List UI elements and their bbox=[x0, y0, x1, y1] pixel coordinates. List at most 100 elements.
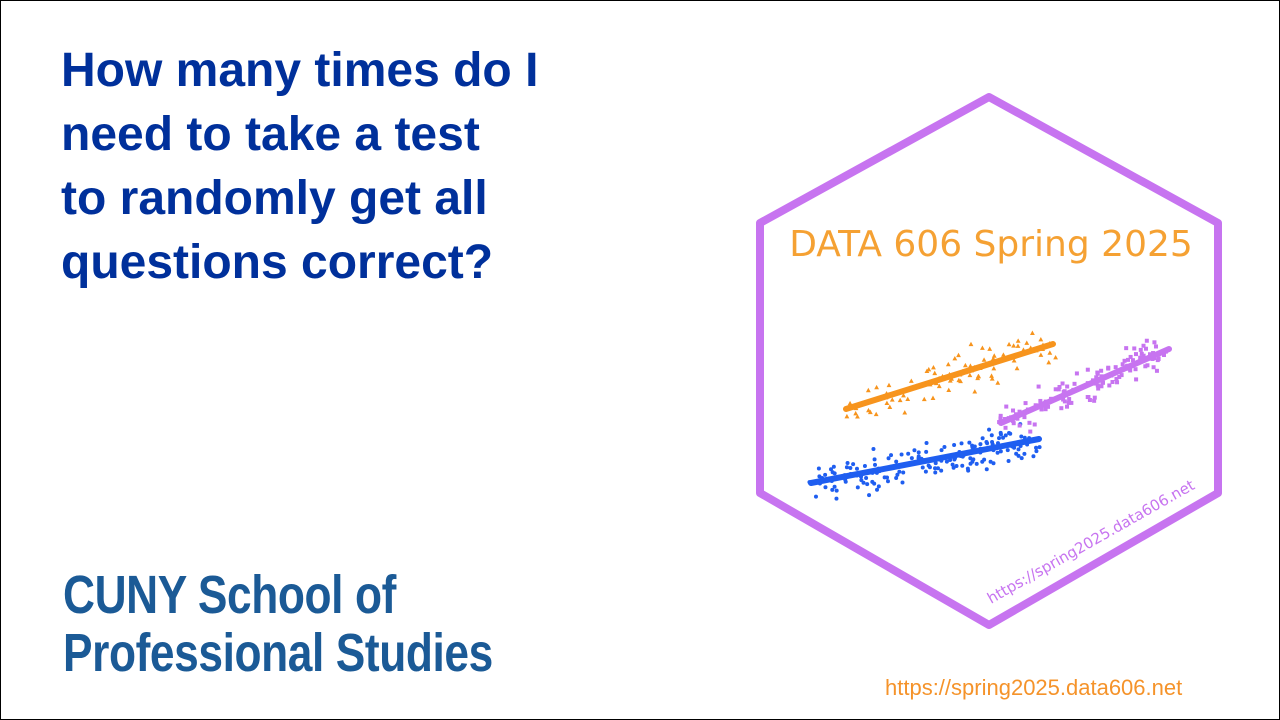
blue-point bbox=[885, 479, 890, 484]
orange-point bbox=[866, 407, 871, 413]
blue-point bbox=[855, 485, 860, 490]
slide-question: How many times do I need to take a test … bbox=[61, 39, 701, 295]
blue-point bbox=[851, 462, 856, 467]
orange-point bbox=[1046, 359, 1052, 365]
blue-point bbox=[862, 464, 867, 469]
blue-point bbox=[823, 485, 828, 490]
purple-point bbox=[1027, 420, 1032, 425]
orange-point bbox=[905, 396, 911, 402]
purple-point bbox=[1053, 387, 1058, 392]
purple-point bbox=[1115, 380, 1120, 385]
purple-point bbox=[1128, 354, 1133, 359]
blue-point bbox=[933, 466, 938, 471]
orange-point bbox=[1038, 337, 1044, 342]
orange-point bbox=[901, 392, 906, 398]
purple-point bbox=[1106, 366, 1111, 371]
blue-point bbox=[816, 466, 821, 471]
orange-point bbox=[958, 378, 963, 384]
purple-point bbox=[1072, 381, 1077, 386]
purple-point bbox=[1151, 365, 1156, 370]
blue-point bbox=[865, 482, 870, 487]
purple-point bbox=[1065, 404, 1070, 409]
blue-point bbox=[1003, 433, 1008, 438]
orange-point bbox=[1011, 358, 1017, 363]
blue-point bbox=[899, 452, 904, 457]
purple-point bbox=[1120, 362, 1125, 367]
blue-point bbox=[959, 441, 964, 446]
blue-point bbox=[900, 480, 905, 485]
blue-point bbox=[1019, 434, 1024, 439]
purple-point bbox=[1095, 383, 1100, 388]
purple-point bbox=[1153, 344, 1158, 349]
purple-point bbox=[1069, 400, 1074, 405]
blue-point bbox=[933, 470, 938, 475]
blue-point bbox=[1005, 448, 1010, 453]
blue-point bbox=[873, 462, 878, 467]
purple-point bbox=[1122, 358, 1127, 363]
blue-point bbox=[924, 441, 929, 446]
blue-point bbox=[844, 465, 849, 470]
purple-point bbox=[1114, 376, 1119, 381]
purple-point bbox=[998, 413, 1003, 418]
blue-point bbox=[854, 466, 859, 471]
blue-point bbox=[926, 463, 931, 468]
orange-point bbox=[921, 396, 927, 402]
blue-point bbox=[951, 465, 956, 470]
purple-point bbox=[1155, 358, 1160, 363]
purple-point bbox=[1143, 346, 1148, 351]
orange-point bbox=[1015, 338, 1021, 343]
purple-point bbox=[1061, 389, 1066, 394]
blue-point bbox=[1008, 431, 1013, 436]
purple-point bbox=[1095, 370, 1100, 375]
purple-point bbox=[1038, 398, 1043, 403]
orange-point bbox=[886, 382, 892, 388]
blue-point bbox=[1037, 445, 1042, 450]
orange-point bbox=[1015, 343, 1021, 348]
blue-point bbox=[1034, 449, 1039, 454]
blue-point bbox=[886, 456, 891, 461]
purple-point bbox=[1023, 401, 1028, 406]
purple-point bbox=[1138, 347, 1143, 352]
blue-point bbox=[950, 462, 955, 467]
purple-point bbox=[1022, 415, 1027, 420]
orange-point bbox=[889, 397, 895, 402]
purple-point bbox=[1043, 407, 1048, 412]
blue-trend-line bbox=[808, 436, 1042, 486]
question-line: questions correct? bbox=[61, 236, 494, 289]
purple-point bbox=[1143, 364, 1148, 369]
blue-point bbox=[960, 463, 965, 468]
orange-point bbox=[847, 400, 853, 406]
blue-point bbox=[889, 453, 894, 458]
purple-point bbox=[1011, 408, 1016, 413]
purple-point bbox=[1100, 380, 1105, 385]
blue-point bbox=[912, 448, 917, 453]
blue-point bbox=[834, 496, 839, 501]
blue-point bbox=[1034, 445, 1039, 450]
purple-point bbox=[1145, 363, 1150, 368]
blue-point bbox=[894, 459, 899, 464]
purple-point bbox=[1161, 353, 1166, 358]
purple-point bbox=[1057, 384, 1062, 389]
blue-point bbox=[823, 472, 828, 477]
blue-point bbox=[1016, 447, 1021, 452]
blue-point bbox=[995, 450, 1000, 455]
purple-point bbox=[1107, 383, 1112, 388]
blue-point bbox=[998, 449, 1003, 454]
purple-point bbox=[1119, 373, 1124, 378]
orange-point bbox=[884, 400, 890, 406]
orange-point bbox=[844, 413, 850, 419]
blue-point bbox=[867, 493, 872, 498]
purple-point bbox=[1003, 425, 1008, 430]
purple-point bbox=[1039, 407, 1044, 412]
question-line: How many times do I bbox=[61, 44, 539, 97]
purple-point bbox=[1085, 367, 1090, 372]
orange-point bbox=[924, 368, 930, 374]
orange-point bbox=[874, 384, 880, 390]
blue-point bbox=[935, 466, 940, 471]
blue-point bbox=[916, 454, 921, 459]
hex-title: DATA 606 Spring 2025 bbox=[789, 224, 1193, 265]
purple-point bbox=[1138, 355, 1143, 360]
blue-point bbox=[885, 475, 890, 480]
orange-point bbox=[991, 366, 997, 371]
orange-point bbox=[853, 410, 859, 416]
